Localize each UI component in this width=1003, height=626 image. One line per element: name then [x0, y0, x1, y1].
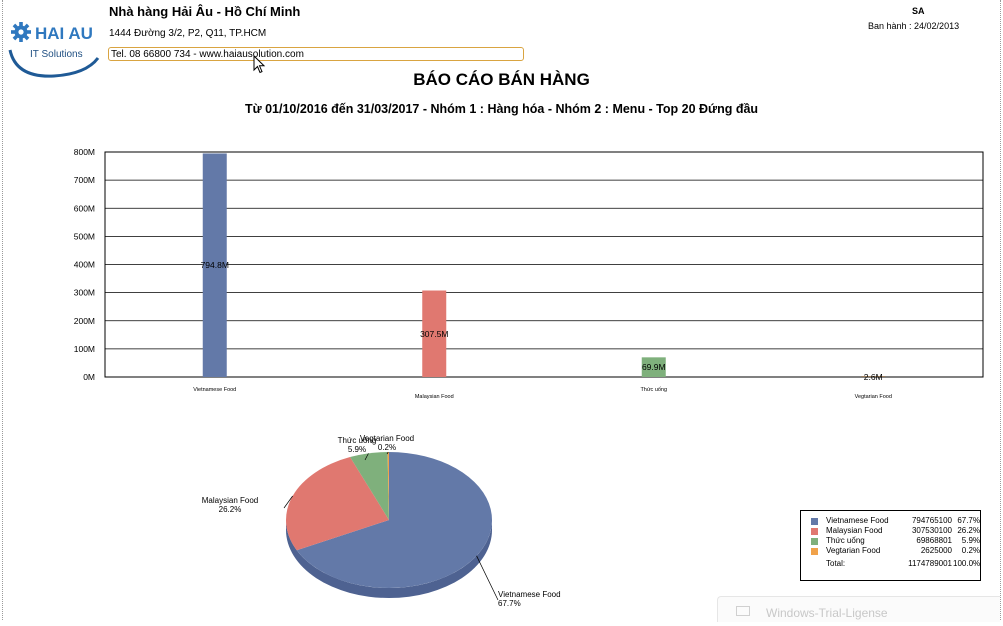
legend-total-percent: 100.0%: [953, 559, 981, 568]
pie-slice-percent: 67.7%: [498, 599, 521, 608]
bar-data-label: 794.8M: [201, 260, 229, 270]
pie-slice-percent: 0.2%: [378, 443, 396, 452]
pie-slice-percent: 5.9%: [348, 445, 366, 454]
y-tick-label: 100M: [74, 344, 95, 354]
legend-value: 307530100: [911, 526, 952, 535]
legend-item: Thức uống 69868801 5.9%: [811, 536, 980, 546]
bar-data-label: 2.6M: [864, 372, 883, 382]
pie-slice: [286, 457, 389, 551]
logo-text: HAI AU: [35, 24, 93, 43]
legend-value: 2625000: [920, 546, 952, 555]
gear-icon: [11, 22, 31, 42]
company-address: 1444 Đường 3/2, P2, Q11, TP.HCM: [109, 28, 267, 39]
legend-name: Vietnamese Food: [826, 516, 889, 525]
pie-leader-line: [364, 453, 369, 461]
y-tick-label: 200M: [74, 316, 95, 326]
legend-item: Malaysian Food 307530100 26.2%: [811, 526, 980, 536]
y-tick-label: 0M: [83, 372, 95, 382]
pie-legend: Vietnamese Food 794765100 67.7% Malaysia…: [800, 510, 981, 581]
x-tick-label: Malaysian Food: [415, 394, 454, 400]
issue-date: Ban hành : 24/02/2013: [868, 21, 960, 31]
x-tick-label: Vegtarian Food: [855, 394, 892, 400]
company-name: Nhà hàng Hải Âu - Hồ Chí Minh: [109, 4, 301, 19]
legend-percent: 26.2%: [957, 526, 980, 535]
pie-slice: [387, 452, 389, 520]
pie-leader-line: [386, 451, 389, 455]
pie-slice-percent: 26.2%: [219, 505, 242, 514]
company-contact: Tel. 08 66800 734 - www.haiausolution.co…: [108, 47, 524, 61]
logo-subtext: IT Solutions: [30, 49, 83, 60]
y-tick-label: 500M: [74, 231, 95, 241]
legend-total-value: 1174789001: [908, 559, 952, 568]
y-tick-label: 600M: [74, 203, 95, 213]
legend-percent: 0.2%: [961, 546, 980, 555]
pie-slice: [350, 452, 389, 520]
pie-slice-label: Vietnamese Food: [498, 590, 561, 599]
window-icon: [736, 606, 750, 616]
user-code: SA: [912, 6, 925, 16]
pie-leader-line: [283, 495, 293, 509]
pie-leader-line: [476, 555, 499, 601]
legend-percent: 5.9%: [961, 536, 980, 545]
y-tick-label: 800M: [74, 147, 95, 157]
os-notification-text: Windows-Trial-Ligense: [766, 606, 888, 620]
legend-item: Vegtarian Food 2625000 0.2%: [811, 546, 980, 556]
legend-item: Vietnamese Food 794765100 67.7%: [811, 516, 980, 526]
bar: [422, 290, 447, 377]
company-logo: HAI AU IT Solutions: [8, 22, 100, 78]
legend-swatch: [811, 528, 818, 535]
x-tick-label: Thức uống: [640, 387, 667, 393]
pie-slice: [296, 452, 492, 588]
bar: [202, 153, 227, 377]
legend-name: Vegtarian Food: [826, 546, 881, 555]
legend-percent: 67.7%: [957, 516, 980, 525]
legend-total-row: Total: 1174789001 100.0%: [811, 556, 981, 568]
os-notification-overlay: Windows-Trial-Ligense: [717, 596, 1000, 622]
sales-bar-chart: 0M 100M 200M 300M 400M 500M 600M 700M 800M 794.8M…: [74, 147, 984, 400]
legend-swatch: [811, 548, 818, 555]
report-title: BÁO CÁO BÁN HÀNG: [413, 70, 590, 89]
y-tick-label: 700M: [74, 175, 95, 185]
legend-name: Thức uống: [826, 536, 865, 545]
x-tick-label: Vietnamese Food: [193, 387, 236, 393]
legend-total-label: Total:: [826, 559, 846, 568]
mouse-pointer-icon: [253, 55, 266, 74]
y-tick-label: 300M: [74, 288, 95, 298]
legend-value: 69868801: [916, 536, 952, 545]
bar-data-label: 307.5M: [420, 329, 448, 339]
bar-data-label: 69.9M: [642, 362, 666, 372]
report-subtitle: Từ 01/10/2016 đến 31/03/2017 - Nhóm 1 : …: [244, 102, 759, 116]
pie-slice-label: Malaysian Food: [202, 496, 258, 505]
legend-swatch: [811, 538, 818, 545]
bar: [641, 357, 666, 377]
pie-slice-label: Thức uống: [338, 436, 377, 445]
legend-name: Malaysian Food: [826, 526, 883, 535]
legend-swatch: [811, 518, 818, 525]
legend-value: 794765100: [911, 516, 952, 525]
y-tick-label: 400M: [74, 260, 95, 270]
pie-slice-label: Vegtarian Food: [360, 434, 414, 443]
